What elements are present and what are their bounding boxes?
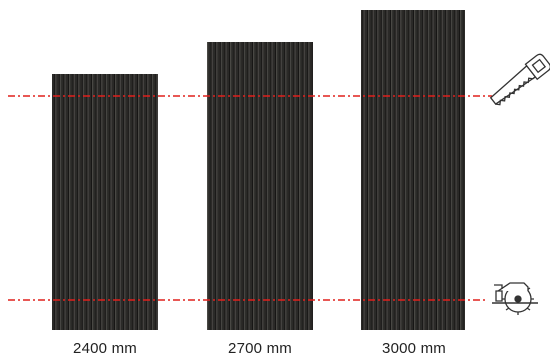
circular-saw-icon xyxy=(492,282,538,315)
acoustic-panel-2700 xyxy=(207,42,313,330)
panel-length-label-2400: 2400 mm xyxy=(73,340,137,357)
panel-length-label-3000: 3000 mm xyxy=(382,340,446,357)
hand-saw-icon xyxy=(489,53,550,106)
panels-group xyxy=(52,10,465,330)
panel-length-label-2700: 2700 mm xyxy=(228,340,292,357)
acoustic-panel-2400 xyxy=(52,74,158,330)
acoustic-panel-3000 xyxy=(361,10,465,330)
